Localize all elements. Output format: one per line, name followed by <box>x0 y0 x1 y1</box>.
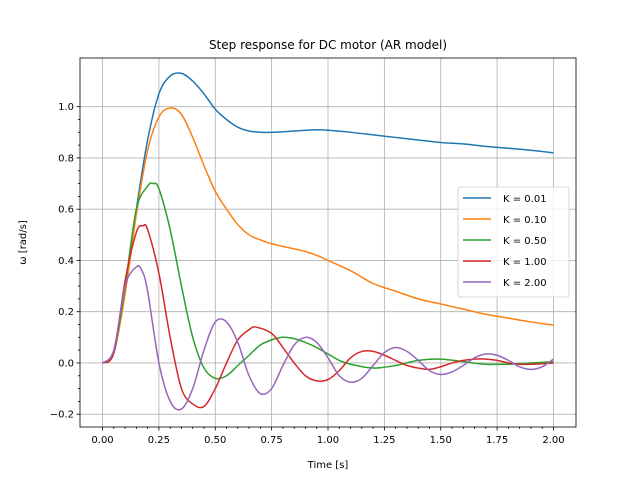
x-tick-label: 0.25 <box>148 435 170 446</box>
series-line-k-2-00 <box>101 265 554 411</box>
y-axis-label: ω [rad/s] <box>18 220 29 265</box>
series-line-k-0-01 <box>102 72 554 364</box>
legend-label: K = 0.50 <box>503 236 547 247</box>
x-tick-label: 2.00 <box>542 435 564 446</box>
y-tick-label: 0.6 <box>58 205 74 216</box>
x-tick-label: 1.25 <box>373 435 395 446</box>
series-line-k-0-10 <box>102 107 554 364</box>
x-tick-label: 0.50 <box>204 435 226 446</box>
plot-lines <box>101 72 554 411</box>
x-tick-label: 0.75 <box>261 435 283 446</box>
y-tick-label: −0.2 <box>50 410 74 421</box>
x-tick-label: 0.00 <box>91 435 113 446</box>
legend: K = 0.01 K = 0.10 K = 0.50 K = 1.00 K = 2.00 <box>457 186 570 298</box>
y-tick-label: 0.8 <box>58 153 74 164</box>
legend-box <box>457 186 570 298</box>
y-tick-label: 0.4 <box>58 256 74 267</box>
legend-label: K = 0.01 <box>503 194 547 205</box>
series-line-k-1-00 <box>102 223 554 409</box>
legend-label: K = 1.00 <box>503 257 547 268</box>
x-tick-label: 1.00 <box>317 435 339 446</box>
y-tick-label: 0.0 <box>58 358 74 369</box>
x-tick-label: 1.75 <box>486 435 508 446</box>
grid <box>80 58 576 427</box>
axis-ticks: 0.00 0.25 0.50 0.75 1.00 1.25 1.50 1.75 2.00 −0.2… <box>50 102 565 446</box>
chart-title: Step response for DC motor (AR model) <box>209 38 447 52</box>
y-tick-label: 1.0 <box>58 102 74 113</box>
legend-label: K = 0.10 <box>503 215 547 226</box>
x-tick-label: 1.50 <box>430 435 452 446</box>
legend-label: K = 2.00 <box>503 278 547 289</box>
series-line-k-0-50 <box>102 182 554 380</box>
x-axis-label: Time [s] <box>307 460 349 471</box>
y-tick-label: 0.2 <box>58 307 74 318</box>
